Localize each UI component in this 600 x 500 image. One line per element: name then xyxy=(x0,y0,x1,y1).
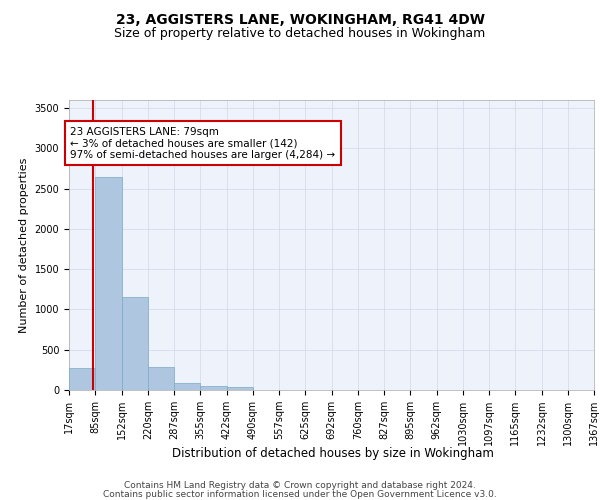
Bar xyxy=(174,383,200,390)
Text: Contains HM Land Registry data © Crown copyright and database right 2024.: Contains HM Land Registry data © Crown c… xyxy=(124,481,476,490)
Text: Distribution of detached houses by size in Wokingham: Distribution of detached houses by size … xyxy=(172,448,494,460)
Bar xyxy=(148,366,175,390)
Text: Contains public sector information licensed under the Open Government Licence v3: Contains public sector information licen… xyxy=(103,490,497,499)
Bar xyxy=(95,176,122,390)
Y-axis label: Number of detached properties: Number of detached properties xyxy=(19,158,29,332)
Text: Size of property relative to detached houses in Wokingham: Size of property relative to detached ho… xyxy=(115,28,485,40)
Bar xyxy=(200,386,227,390)
Bar xyxy=(69,368,95,390)
Bar xyxy=(121,298,148,390)
Text: 23, AGGISTERS LANE, WOKINGHAM, RG41 4DW: 23, AGGISTERS LANE, WOKINGHAM, RG41 4DW xyxy=(115,12,485,26)
Text: 23 AGGISTERS LANE: 79sqm
← 3% of detached houses are smaller (142)
97% of semi-d: 23 AGGISTERS LANE: 79sqm ← 3% of detache… xyxy=(70,126,335,160)
Bar xyxy=(227,387,253,390)
